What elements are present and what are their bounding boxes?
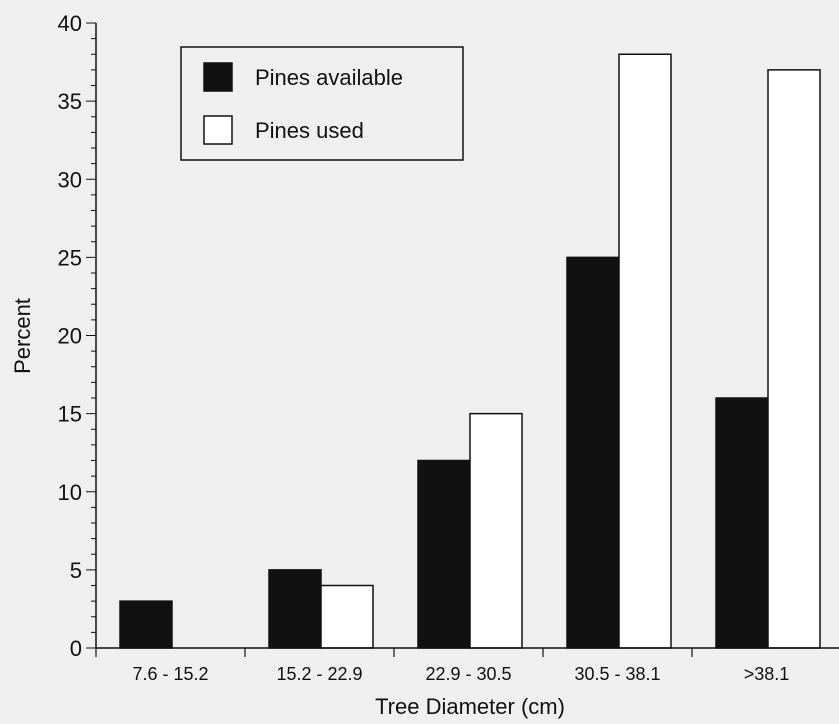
y-tick-label: 25 (58, 245, 82, 270)
x-tick-label: 7.6 - 15.2 (132, 664, 208, 684)
bar-pines-available (268, 569, 322, 649)
bar-pines-used (618, 53, 672, 649)
legend-label-available: Pines available (255, 65, 403, 90)
y-tick-label: 20 (58, 324, 82, 349)
legend-swatch-available (203, 62, 233, 92)
x-tick-label: 22.9 - 30.5 (425, 664, 511, 684)
bar-pines-available (417, 459, 471, 649)
bar-pines-available (119, 600, 173, 649)
y-tick-label: 5 (70, 558, 82, 583)
bar-pines-available (566, 256, 620, 649)
x-tick-label: 30.5 - 38.1 (574, 664, 660, 684)
x-tick-label: >38.1 (744, 664, 790, 684)
y-tick-label: 10 (58, 480, 82, 505)
bar-pines-available (715, 397, 769, 649)
y-tick-label: 15 (58, 402, 82, 427)
bar-pines-used (469, 412, 523, 649)
x-tick-label: 15.2 - 22.9 (276, 664, 362, 684)
y-tick-label: 0 (70, 636, 82, 661)
y-tick-label: 35 (58, 89, 82, 114)
legend-swatch-used (203, 115, 233, 145)
y-tick-label: 30 (58, 167, 82, 192)
y-axis-ticks: 0 5 10 15 20 25 30 35 40 (58, 11, 96, 661)
y-axis-title: Percent (10, 298, 35, 374)
x-axis-ticks: 7.6 - 15.2 15.2 - 22.9 22.9 - 30.5 30.5 - 3… (95, 648, 790, 684)
x-axis-title: Tree Diameter (cm) (375, 694, 565, 719)
legend-label-used: Pines used (255, 118, 364, 143)
y-tick-label: 40 (58, 11, 82, 36)
bar-pines-used (320, 584, 374, 649)
legend: Pines available Pines used (180, 46, 464, 161)
bar-pines-used (767, 69, 821, 649)
